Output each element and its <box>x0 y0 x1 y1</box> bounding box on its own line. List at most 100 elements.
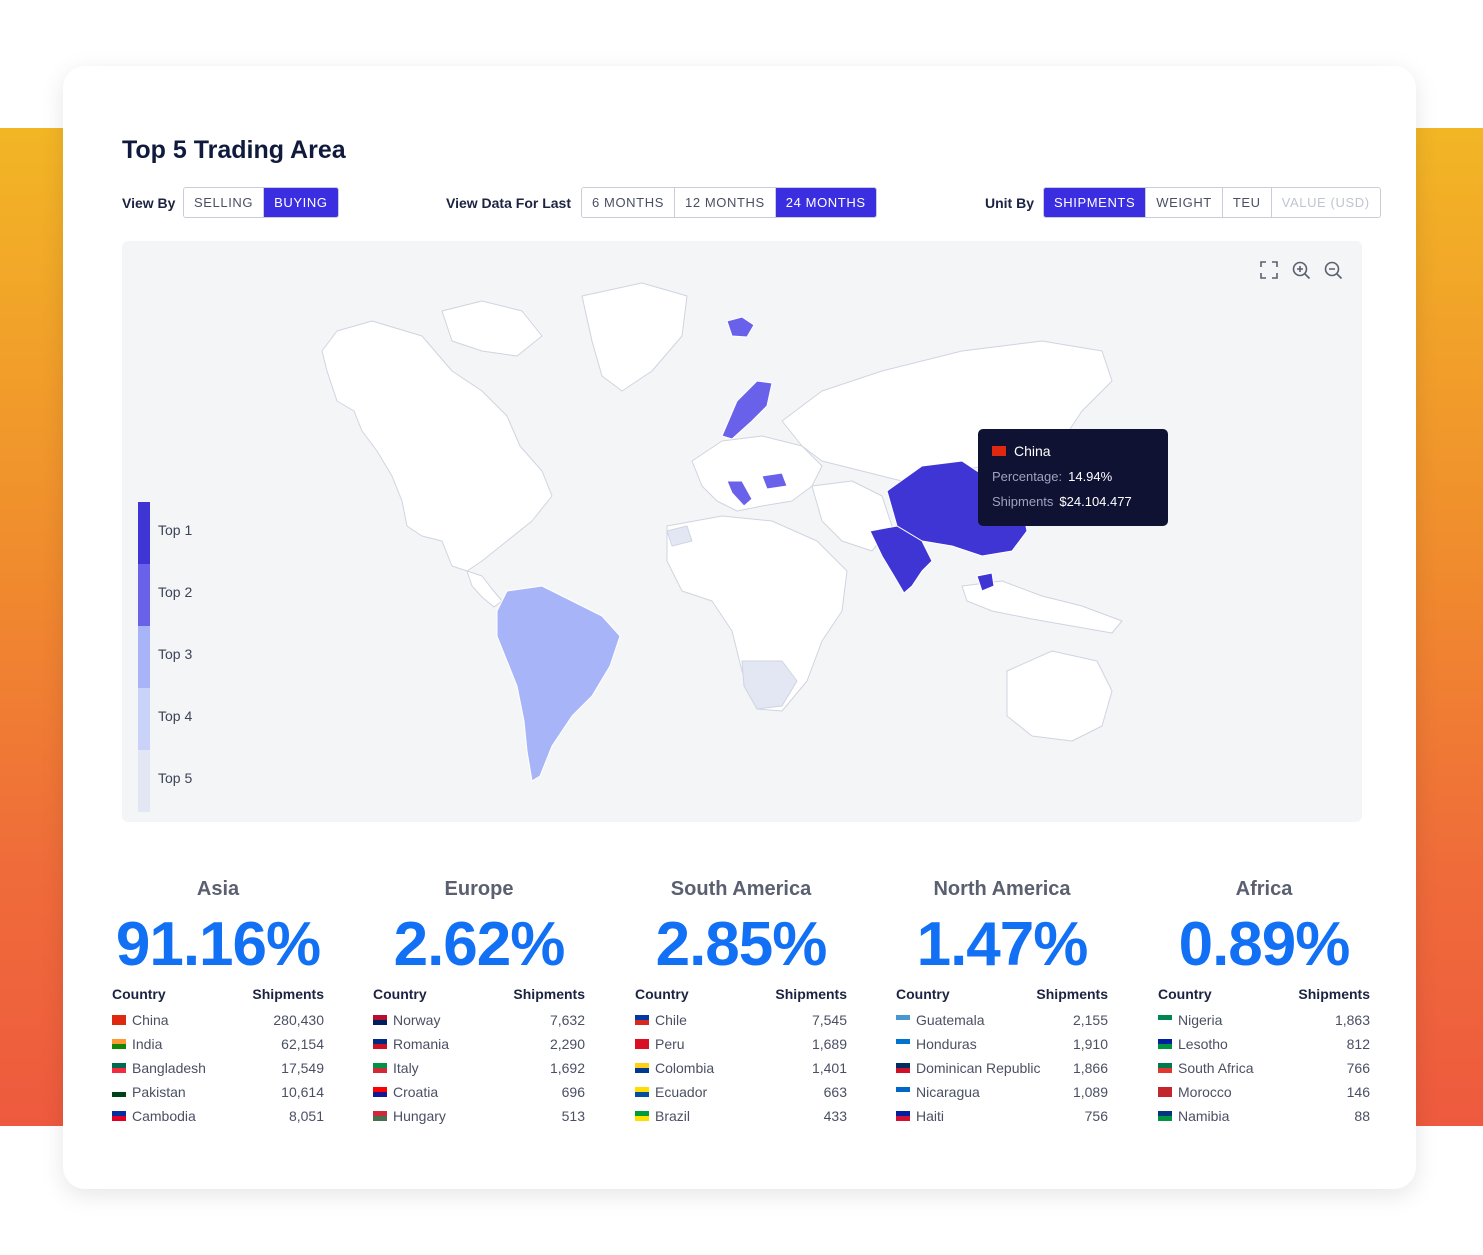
legend-label-top-2: Top 2 <box>158 584 193 600</box>
country-name: Nigeria <box>1178 1012 1223 1028</box>
country-flag-icon <box>1158 1039 1172 1049</box>
country-flag-icon <box>635 1087 649 1097</box>
country-flag-icon <box>1158 1063 1172 1073</box>
country-name: Dominican Republic <box>916 1060 1041 1076</box>
table-row: Honduras 1,910 <box>896 1032 1108 1056</box>
legend-swatch-top-2 <box>138 564 150 626</box>
country-name: Colombia <box>655 1060 715 1076</box>
table-row: Dominican Republic 1,866 <box>896 1056 1108 1080</box>
shipment-value: 8,051 <box>288 1108 324 1124</box>
unit-weight-button[interactable]: WEIGHT <box>1146 188 1223 217</box>
view-by-selling-button[interactable]: SELLING <box>184 188 265 217</box>
tooltip-shipments-value: $24.104.477 <box>1059 494 1132 509</box>
zoom-in-icon[interactable] <box>1290 259 1312 281</box>
table-row: Peru 1,689 <box>635 1032 847 1056</box>
country-name: Cambodia <box>132 1108 196 1124</box>
region-table: Country Shipments Guatemala 2,155 Honduras 1,… <box>896 986 1108 1128</box>
country-flag-icon <box>373 1087 387 1097</box>
table-row: Hungary 513 <box>373 1104 585 1128</box>
shipment-value: 1,689 <box>811 1036 847 1052</box>
table-row: China 280,430 <box>112 1008 324 1032</box>
map-central-america <box>466 570 503 608</box>
table-header: Country Shipments <box>896 986 1108 1008</box>
fullscreen-icon[interactable] <box>1258 259 1280 281</box>
map-europe <box>691 435 823 512</box>
region-table: Country Shipments Nigeria 1,863 Lesotho 812 So… <box>1158 986 1370 1128</box>
region-asia: Asia 91.16% Country Shipments China 280,430 In… <box>112 878 324 1128</box>
map-south-america <box>496 585 621 782</box>
table-row: Colombia 1,401 <box>635 1056 847 1080</box>
table-row: Romania 2,290 <box>373 1032 585 1056</box>
col-country: Country <box>373 986 427 1002</box>
table-row: Pakistan 10,614 <box>112 1080 324 1104</box>
region-percentage: 0.89% <box>1178 910 1351 979</box>
shipment-value: 1,401 <box>811 1060 847 1076</box>
world-map[interactable] <box>122 241 1362 822</box>
view-by-toggle: SELLING BUYING <box>183 187 339 218</box>
shipment-value: 2,290 <box>549 1036 585 1052</box>
country-flag-icon <box>896 1087 910 1097</box>
table-row: Bangladesh 17,549 <box>112 1056 324 1080</box>
country-flag-icon <box>373 1111 387 1121</box>
table-row: Croatia 696 <box>373 1080 585 1104</box>
country-flag-icon <box>1158 1111 1172 1121</box>
region-percentage: 2.62% <box>393 910 566 979</box>
region-name: Africa <box>1235 878 1293 900</box>
shipment-value: 812 <box>1346 1036 1370 1052</box>
unit-teu-button[interactable]: TEU <box>1222 188 1272 217</box>
map-africa <box>666 515 848 712</box>
shipment-value: 280,430 <box>273 1012 324 1028</box>
shipment-value: 1,089 <box>1072 1084 1108 1100</box>
china-flag-icon <box>992 446 1006 456</box>
col-shipments: Shipments <box>252 986 324 1002</box>
shipment-value: 7,545 <box>811 1012 847 1028</box>
shipment-value: 1,910 <box>1072 1036 1108 1052</box>
table-row: Chile 7,545 <box>635 1008 847 1032</box>
table-row: Nicaragua 1,089 <box>896 1080 1108 1104</box>
legend-swatch-top-3 <box>138 626 150 688</box>
col-country: Country <box>896 986 950 1002</box>
country-name: South Africa <box>1178 1060 1254 1076</box>
legend-swatch-top-4 <box>138 688 150 750</box>
region-percentage: 1.47% <box>916 910 1089 979</box>
col-country: Country <box>112 986 166 1002</box>
region-name: North America <box>933 878 1071 900</box>
country-name: Namibia <box>1178 1108 1230 1124</box>
country-name: Chile <box>655 1012 687 1028</box>
unit-shipments-button[interactable]: SHIPMENTS <box>1044 188 1147 217</box>
region-name: Asia <box>196 878 240 900</box>
period-12-months-button[interactable]: 12 MONTHS <box>674 188 776 217</box>
table-row: Norway 7,632 <box>373 1008 585 1032</box>
country-name: Pakistan <box>132 1084 186 1100</box>
map-canada-islands <box>441 300 543 357</box>
map-west-africa <box>666 525 693 547</box>
region-percentage: 91.16% <box>115 910 321 979</box>
col-shipments: Shipments <box>775 986 847 1002</box>
country-flag-icon <box>1158 1087 1172 1097</box>
country-flag-icon <box>112 1039 126 1049</box>
table-row: Cambodia 8,051 <box>112 1104 324 1128</box>
country-flag-icon <box>635 1111 649 1121</box>
table-row: Ecuador 663 <box>635 1080 847 1104</box>
period-6-months-button[interactable]: 6 MONTHS <box>582 188 675 217</box>
region-africa: Africa 0.89% Country Shipments Nigeria 1,863 L… <box>1158 878 1370 1128</box>
map-italy <box>726 480 753 507</box>
country-name: Guatemala <box>916 1012 985 1028</box>
table-header: Country Shipments <box>1158 986 1370 1008</box>
region-name: Europe <box>444 878 514 900</box>
world-map-panel[interactable]: Top 1 Top 2 Top 3 Top 4 Top 5 China Perc… <box>122 241 1362 822</box>
country-flag-icon <box>896 1039 910 1049</box>
shipment-value: 513 <box>561 1108 585 1124</box>
unit-toggle: SHIPMENTS WEIGHT TEU VALUE (USD) <box>1043 187 1381 218</box>
col-country: Country <box>635 986 689 1002</box>
country-flag-icon <box>896 1111 910 1121</box>
country-name: Romania <box>393 1036 450 1052</box>
country-flag-icon <box>373 1015 387 1025</box>
zoom-out-icon[interactable] <box>1322 259 1344 281</box>
shipment-value: 696 <box>561 1084 585 1100</box>
shipment-value: 756 <box>1084 1108 1108 1124</box>
table-row: Lesotho 812 <box>1158 1032 1370 1056</box>
unit-value-usd-button: VALUE (USD) <box>1271 188 1380 217</box>
view-by-buying-button[interactable]: BUYING <box>264 188 338 217</box>
period-24-months-button[interactable]: 24 MONTHS <box>775 188 876 217</box>
